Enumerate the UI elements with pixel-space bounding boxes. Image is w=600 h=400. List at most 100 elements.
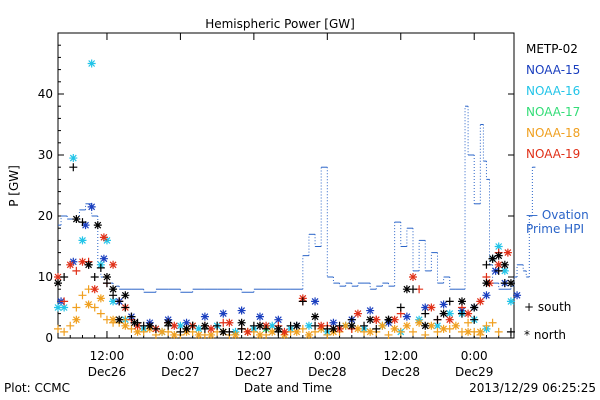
points-layer [54,59,522,339]
y-tick-label: 0 [45,331,53,345]
noaa-15-north-point [329,318,338,327]
x-tick-label-time: 0:00 [314,349,341,363]
x-tick-label-time: 12:00 [90,349,125,363]
noaa-19-north-point [207,324,216,333]
x-tick-label-date: Dec28 [382,365,421,379]
noaa-18-north-point [341,321,350,330]
metp-02-south-point [311,321,320,330]
metp-02-north-point [182,324,191,333]
x-tick-label-date: Dec29 [455,365,494,379]
noaa-18-south-point [482,321,491,330]
metp-02-south-point [396,303,405,312]
noaa-15-north-point [200,312,209,321]
noaa-18-north-point [268,327,277,336]
metp-02-south-point [151,324,160,333]
noaa-19-north-point [353,309,362,318]
noaa-16-north-point [87,59,96,68]
noaa-19-north-point [445,315,454,324]
metp-02-north-point [457,297,466,306]
metp-02-north-point [482,279,491,288]
metp-02-north-point [439,309,448,318]
footer-plot-source: Plot: CCMC [4,381,70,395]
metp-02-north-point [102,273,111,281]
metp-02-north-point [130,318,139,327]
metp-02-south-point [69,163,78,172]
metp-02-north-point [384,315,393,324]
noaa-18-north-point [231,330,240,339]
metp-02-north-point [329,324,338,333]
noaa-19-north-point [476,297,485,306]
noaa-18-north-point [96,294,105,303]
metp-02-north-point [93,221,102,230]
metp-02-south-point [262,324,271,333]
noaa-18-north-point [353,324,362,333]
noaa-16-north-point [54,303,62,312]
noaa-16-north-point [433,321,442,330]
noaa-18-north-point [304,330,313,339]
noaa-18-north-point [158,327,167,336]
noaa-18-north-point [476,327,485,336]
noaa-18-north-point [390,324,399,333]
metp-02-north-point [145,321,154,330]
noaa-18-south-point [96,309,105,318]
noaa-16-north-point [109,297,118,306]
noaa-15-north-point [81,221,90,230]
noaa-16-north-point [494,242,503,251]
metp-02-north-point [164,318,173,327]
noaa-15-north-point [99,254,108,263]
legend-noaa-16: NOAA-16 [526,84,580,98]
metp-02-north-point [402,285,411,294]
legend-ovation-line-1: — Ovation [526,208,589,222]
noaa-15-north-point [274,315,283,324]
noaa-19-south-point [72,266,81,275]
noaa-19-north-point [427,303,436,312]
noaa-18-north-point [378,321,387,330]
metp-02-north-point [506,279,515,288]
noaa-16-north-point [176,321,185,330]
noaa-19-south-point [60,297,69,306]
metp-02-north-point [500,260,509,269]
noaa-19-north-point [225,318,234,327]
noaa-19-north-point [317,321,326,330]
noaa-16-north-point [69,154,78,163]
noaa-18-south-point [409,327,418,336]
metp-02-south-point [115,297,124,306]
metp-02-south-point [90,273,99,281]
metp-02-south-point [445,297,454,306]
noaa-19-north-point [109,260,118,269]
metp-02-south-point [470,315,479,324]
noaa-18-north-point [451,321,460,330]
noaa-18-south-point [127,324,136,333]
noaa-18-north-point [170,330,179,339]
metp-02-north-point [311,312,320,321]
metp-02-north-point [200,321,209,330]
metp-02-south-point [421,309,430,318]
noaa-18-north-point [427,321,436,330]
x-tick-label-time: 0:00 [167,349,194,363]
noaa-18-north-point [194,330,203,339]
noaa-19-north-point [409,273,418,281]
metp-02-south-point [176,327,185,336]
metp-02-north-point [292,321,301,330]
metp-02-north-point [470,303,479,312]
metp-02-north-point [115,315,124,324]
noaa-18-south-point [421,330,430,339]
noaa-16-north-point [60,303,69,312]
legend-noaa-19: NOAA-19 [526,147,580,161]
noaa-15-north-point [87,202,96,211]
noaa-18-north-point [292,327,301,336]
x-tick-label-date: Dec27 [235,365,274,379]
noaa-18-south-point [494,327,503,336]
metp-02-south-point [298,297,307,306]
noaa-18-south-point [396,327,405,336]
legend-noaa-15: NOAA-15 [526,63,580,77]
noaa-18-north-point [464,327,473,336]
noaa-18-north-point [439,324,448,333]
legend-noaa-18: NOAA-18 [526,126,580,140]
y-tick-label: 20 [38,209,53,223]
noaa-19-north-point [494,260,503,269]
legend-marker-north: * north [524,328,566,342]
y-axis: 0 10 20 30 40 [38,44,514,345]
noaa-19-north-point [464,309,473,318]
